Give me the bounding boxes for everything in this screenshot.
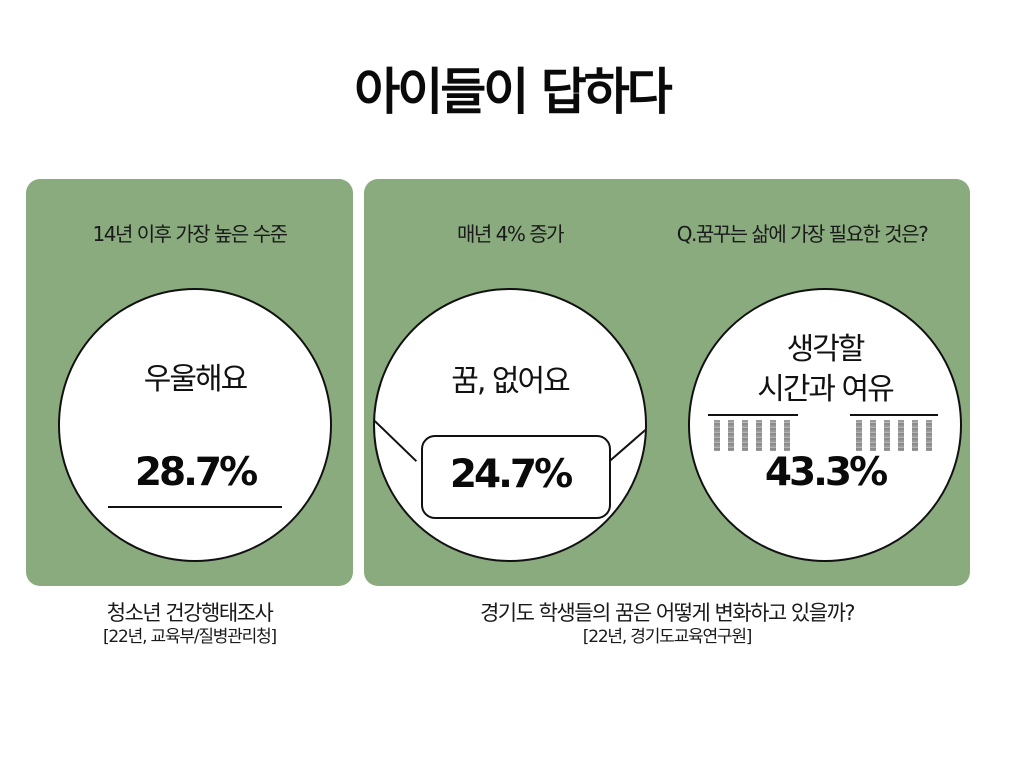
circle-time-leisure: 생각할 시간과 여유 43.3% bbox=[688, 288, 962, 562]
label-depression: 우울해요 bbox=[143, 362, 248, 397]
caption-question: Q.꿈꾸는 삶에 가장 필요한 것은? bbox=[676, 222, 929, 246]
label-time-leisure-line1: 생각할 bbox=[786, 332, 866, 367]
label-time-leisure-line2: 시간과 여유 bbox=[757, 372, 895, 407]
bar-icon bbox=[714, 420, 720, 451]
source-title: 경기도 학생들의 꿈은 어떻게 변화하고 있을까? bbox=[479, 601, 856, 625]
circle-depression: 우울해요 28.7% bbox=[58, 288, 332, 562]
bar-icon bbox=[770, 420, 776, 451]
bar-icon bbox=[856, 420, 862, 451]
bar-icon bbox=[926, 420, 932, 451]
bar-icon bbox=[756, 420, 762, 451]
left-line-icon bbox=[708, 414, 798, 416]
bar-icon bbox=[898, 420, 904, 451]
bar-icon bbox=[784, 420, 790, 451]
bar-icon bbox=[870, 420, 876, 451]
bar-icon bbox=[884, 420, 890, 451]
caption-no-dream: 매년 4% 증가 bbox=[456, 222, 565, 246]
source-depression: 청소년 건강행태조사 [22년, 교육부/질병관리청] bbox=[26, 600, 353, 648]
bar-icon bbox=[912, 420, 918, 451]
source-dreams: 경기도 학생들의 꿈은 어떻게 변화하고 있을까? [22년, 경기도교육연구원… bbox=[364, 600, 970, 648]
source-citation: [22년, 교육부/질병관리청] bbox=[103, 627, 277, 647]
circle-no-dream: 꿈, 없어요 24.7% bbox=[373, 288, 647, 562]
bar-icon bbox=[728, 420, 734, 451]
bar-icon bbox=[742, 420, 748, 451]
right-bars-icon bbox=[856, 420, 932, 451]
mask-icon bbox=[421, 435, 611, 519]
underline-icon bbox=[108, 506, 282, 508]
left-bars-icon bbox=[714, 420, 790, 451]
caption-depression: 14년 이후 가장 높은 수준 bbox=[92, 222, 288, 246]
value-time-leisure: 43.3% bbox=[764, 450, 888, 495]
value-depression: 28.7% bbox=[134, 450, 258, 495]
label-no-dream: 꿈, 없어요 bbox=[451, 364, 570, 399]
source-title: 청소년 건강행태조사 bbox=[106, 601, 274, 625]
page-title: 아이들이 답하다 bbox=[354, 63, 672, 121]
value-no-dream: 24.7% bbox=[449, 452, 573, 497]
source-citation: [22년, 경기도교육연구원] bbox=[582, 627, 753, 647]
right-line-icon bbox=[850, 414, 938, 416]
